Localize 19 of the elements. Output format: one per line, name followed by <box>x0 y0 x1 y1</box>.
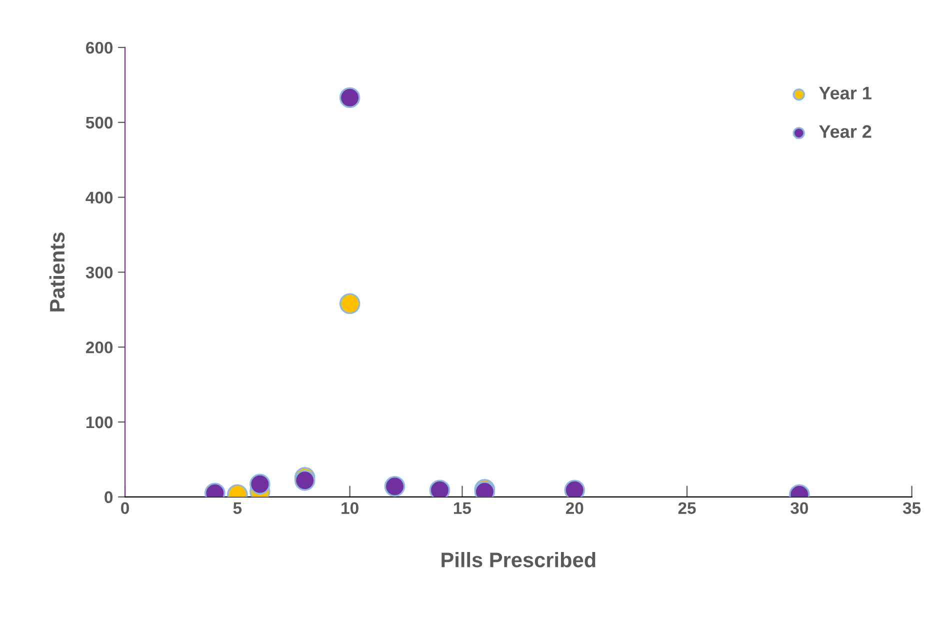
y-tick-label: 100 <box>86 416 113 428</box>
x-tick-label: 25 <box>678 502 696 514</box>
y-tick-label: 600 <box>86 42 113 54</box>
x-tick-label: 10 <box>342 502 358 514</box>
x-tick-label: 20 <box>566 502 584 514</box>
legend-label: Year 1 <box>819 86 872 100</box>
x-tick-label: 30 <box>790 502 808 514</box>
y-tick-label: 400 <box>86 192 113 204</box>
legend-label: Year 2 <box>819 125 872 138</box>
x-tick-label: 0 <box>121 502 129 514</box>
x-tick-label: 15 <box>454 502 472 514</box>
y-tick-label: 300 <box>86 266 113 278</box>
x-tick-label: 35 <box>902 502 921 514</box>
x-axis-title: Pills Prescribed <box>442 552 596 568</box>
y-tick-label: 200 <box>86 341 113 354</box>
x-tick-label: 5 <box>233 502 242 514</box>
y-tick-label: 0 <box>104 491 113 504</box>
y-axis-title: Patients <box>49 232 65 312</box>
y-tick-label: 500 <box>86 116 113 129</box>
